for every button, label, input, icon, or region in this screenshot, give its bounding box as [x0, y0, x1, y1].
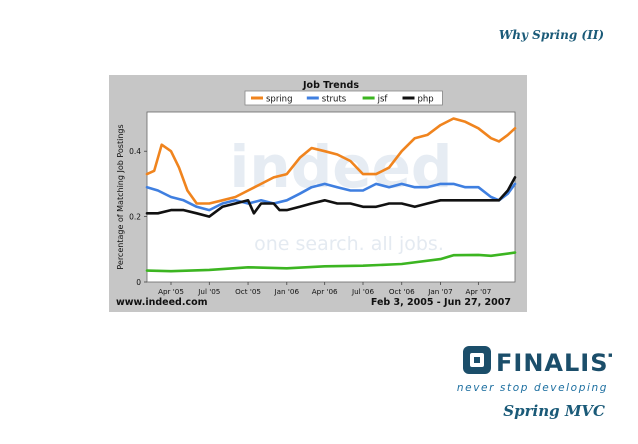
footer-title: Spring MVC [503, 402, 605, 420]
y-tick-label: 0 [136, 278, 141, 287]
plot-area [146, 111, 516, 283]
watermark-logo: indeed [230, 133, 453, 201]
chart-date-range: Feb 3, 2005 - Jun 27, 2007 [370, 297, 511, 308]
legend-label-php: php [418, 95, 434, 105]
slide-title: Why Spring (II) [498, 28, 604, 42]
chart-source: www.indeed.com [116, 297, 208, 308]
x-tick-label: Oct '05 [235, 287, 261, 296]
chart-title: Job Trends [302, 80, 359, 91]
logo-text: FINALIST [496, 349, 612, 377]
job-trends-chart: Job Trends spring struts jsf php indeed one se… [109, 75, 527, 312]
x-tick-label: Jan '06 [274, 287, 300, 296]
series-line-php [145, 176, 517, 218]
series-line-spring [145, 117, 517, 205]
finalist-logo: FINALIST [463, 346, 612, 377]
x-tick-label: Apr '07 [465, 287, 491, 296]
x-tick-label: Jul '05 [197, 287, 220, 296]
series-line-struts [145, 182, 517, 212]
x-tick-label: Oct '06 [389, 287, 415, 296]
legend-label-spring: spring [266, 95, 292, 105]
watermark-tagline: one search. all jobs. [254, 233, 444, 255]
y-axis-label: Percentage of Matching Job Postings [116, 124, 125, 269]
tagline: never stop developing [456, 382, 608, 394]
x-tick-label: Apr '05 [158, 287, 184, 296]
legend-label-struts: struts [322, 95, 347, 105]
y-tick-label: 0.4 [129, 147, 141, 156]
series-line-jsf [145, 251, 517, 273]
x-tick-label: Jan '07 [427, 287, 453, 296]
legend-box [244, 90, 443, 106]
x-tick-label: Apr '06 [312, 287, 338, 296]
chart-svg: Job Trends spring struts jsf php indeed one se… [116, 80, 517, 296]
legend-label-jsf: jsf [377, 95, 389, 105]
y-tick-label: 0.2 [129, 213, 141, 222]
x-tick-label: Jul '06 [351, 287, 375, 296]
